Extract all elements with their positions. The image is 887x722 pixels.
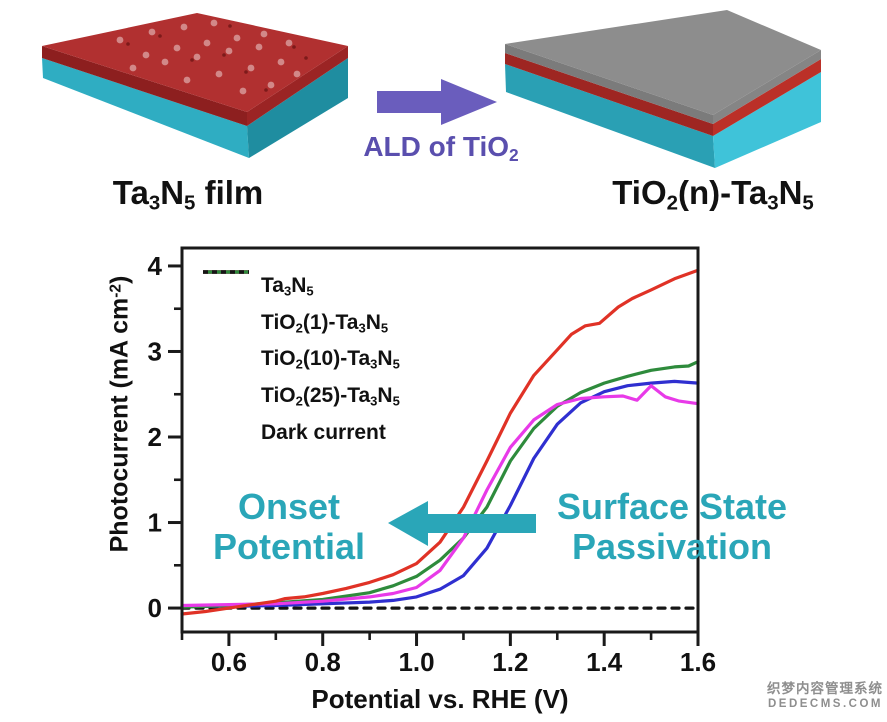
y-tick-label: 0: [148, 593, 162, 623]
defect-dot: [255, 43, 263, 51]
defect-dot: [225, 47, 233, 55]
ald-process-label: ALD of TiO2: [363, 131, 519, 165]
surface-state-annotation: Surface State Passivation: [557, 487, 787, 567]
defect-dot: [129, 64, 137, 72]
ta3n5-layer-side-face: [247, 46, 348, 126]
ta3n5-layer-front-face: [505, 53, 713, 136]
watermark-text-cn: 织梦内容管理系统: [767, 681, 883, 696]
series-curve-3: [180, 360, 700, 609]
legend-label: Dark current: [261, 420, 386, 444]
defect-dot: [215, 70, 223, 78]
tio2-ta3n5-schematic: [505, 10, 821, 168]
defect-dot: [180, 23, 188, 31]
defect-dot: [190, 58, 194, 62]
defect-dot: [293, 70, 301, 78]
x-axis-title: Potential vs. RHE (V): [311, 684, 569, 714]
ta3n5-layer-front-face: [42, 46, 247, 126]
x-tick-label: 1.6: [680, 647, 716, 677]
legend-line-swatch: [203, 270, 249, 400]
process-arrow-shaft: [377, 91, 441, 113]
onset-shift-arrow: [388, 501, 536, 546]
tio2-ta3n5-label: TiO2(n)-Ta3N5: [612, 174, 814, 215]
annotation-line: Surface State: [556, 486, 788, 527]
legend: Ta3N5 TiO2(1)-Ta3N5 TiO2(10)-Ta3N5 TiO2(25)…: [203, 268, 400, 451]
surface-defect-dots: [116, 19, 308, 95]
tio2-top-face: [505, 10, 821, 115]
ta3n5-layer-side-face: [713, 59, 821, 136]
x-tick-label: 1.4: [586, 647, 623, 677]
legend-item: TiO2(25)-Ta3N5: [203, 270, 400, 415]
defect-dot: [183, 76, 191, 84]
annotation-line: Onset: [237, 486, 341, 527]
y-tick-label: 2: [148, 422, 162, 452]
legend-label: TiO2(25)-Ta3N5: [261, 384, 400, 409]
defect-dot: [158, 34, 162, 38]
defect-dot: [239, 87, 247, 95]
x-tick-label: 0.8: [305, 647, 341, 677]
legend-item: TiO2(10)-Ta3N5: [203, 270, 400, 378]
defect-dot: [222, 53, 226, 57]
defect-dot: [148, 28, 156, 36]
onset-shift-arrow-head: [388, 501, 428, 546]
defect-dot: [304, 56, 308, 60]
annotation-line: Passivation: [571, 526, 773, 567]
substrate-side-face: [247, 58, 348, 158]
legend-line-swatch: [203, 270, 249, 327]
defect-dot: [247, 64, 255, 72]
series-curve-0: [180, 379, 700, 608]
y-tick-label: 4: [148, 251, 163, 281]
defect-dot: [267, 81, 275, 89]
watermark-text-url: DEDECMS.COM: [767, 698, 883, 710]
plot-frame: [180, 246, 700, 634]
x-tick-label: 0.6: [211, 647, 247, 677]
ta3n5-film-label: Ta3N5 film: [112, 174, 264, 215]
defect-dot: [264, 88, 268, 92]
defect-dot: [277, 58, 285, 66]
defect-dot: [193, 53, 201, 61]
ta3n5-film-schematic: [42, 13, 348, 158]
defect-dot: [228, 24, 232, 28]
annotation-line: Potential: [212, 526, 366, 567]
defect-dot: [292, 45, 296, 49]
legend-item: Dark current: [203, 270, 400, 451]
defect-dot: [116, 36, 124, 44]
x-tick-label: 1.2: [492, 647, 528, 677]
process-arrow-head: [441, 79, 497, 125]
x-tick-label: 1.0: [398, 647, 434, 677]
defect-dot: [260, 30, 268, 38]
tio2-layer-side-face: [713, 50, 821, 124]
watermark: 织梦内容管理系统 DEDECMS.COM: [767, 677, 883, 710]
y-tick-label: 3: [148, 336, 162, 366]
legend-label: Ta3N5: [261, 274, 314, 299]
series-curve-1: [180, 384, 700, 608]
process-arrow: [377, 79, 497, 125]
legend-label: TiO2(10)-Ta3N5: [261, 347, 400, 373]
defect-dot: [210, 19, 218, 27]
tio2-layer-front-face: [505, 44, 713, 124]
defect-dot: [142, 51, 150, 59]
defect-dot: [233, 34, 241, 42]
defect-dot: [161, 58, 169, 66]
legend-line-swatch: [203, 270, 249, 290]
defect-dot: [285, 39, 293, 47]
substrate-front-face: [505, 64, 715, 168]
legend-line-swatch: [203, 270, 249, 437]
substrate-side-face: [713, 72, 821, 168]
substrate-front-face: [42, 58, 249, 158]
onset-potential-annotation: Onset Potential: [213, 487, 365, 567]
onset-shift-arrow-shaft: [424, 514, 536, 533]
legend-item: TiO2(1)-Ta3N5: [203, 270, 400, 342]
defect-dot: [244, 70, 248, 74]
defect-dot: [126, 42, 130, 46]
y-tick-label: 1: [148, 508, 162, 538]
y-axis-title: Photocurrent (mA cm-2): [105, 275, 134, 553]
defect-dot: [203, 39, 211, 47]
legend-line-swatch: [203, 270, 249, 363]
legend-label: TiO2(1)-Ta3N5: [261, 310, 389, 336]
defect-dot: [173, 44, 181, 52]
